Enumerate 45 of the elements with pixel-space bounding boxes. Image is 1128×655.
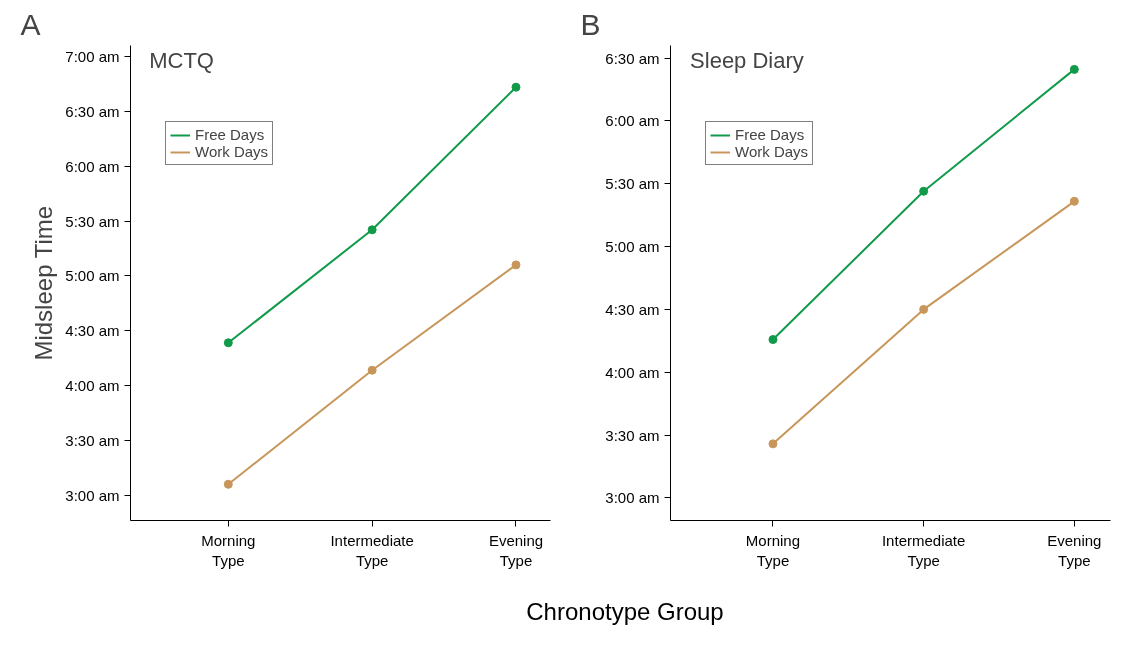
x-tick-label: Intermediate Type	[881, 531, 966, 569]
y-tick-label: 6:30 am	[605, 49, 660, 67]
point	[511, 82, 521, 92]
y-tick-label: 3:30 am	[65, 431, 120, 449]
point	[223, 338, 233, 348]
y-tick-label: 4:00 am	[605, 363, 660, 381]
x-tick-label: Morning Type	[201, 531, 256, 569]
y-tick-label: 5:00 am	[605, 238, 660, 256]
y-tick-label: 4:00 am	[65, 377, 120, 395]
x-tick-label: Intermediate Type	[330, 531, 414, 569]
y-tick-label: 7:00 am	[65, 47, 120, 65]
x-tick-label: Morning Type	[745, 531, 801, 569]
point	[367, 225, 377, 235]
point	[1069, 64, 1079, 74]
y-axis-title: Midsleep Time	[30, 205, 58, 361]
y-tick-label: 3:30 am	[605, 426, 660, 444]
point	[919, 186, 929, 196]
legend-label: Free Days	[735, 126, 805, 143]
y-tick-label: 6:00 am	[65, 157, 120, 175]
chart-title: Sleep Diary	[690, 47, 804, 73]
point	[367, 365, 377, 375]
y-tick-label: 3:00 am	[605, 489, 660, 507]
point	[223, 479, 233, 489]
legend-label: Work Days	[735, 143, 809, 160]
x-axis-title: Chronotype Group	[526, 597, 724, 627]
y-tick-label: 6:00 am	[605, 112, 660, 130]
text: A	[20, 7, 41, 41]
y-tick-label: 5:00 am	[65, 267, 120, 285]
y-tick-label: 4:30 am	[605, 300, 660, 318]
legend-label: Free Days	[195, 126, 265, 143]
y-tick-label: 3:00 am	[65, 486, 120, 504]
point	[919, 304, 929, 314]
x-tick-label: Evening Type	[1047, 531, 1102, 569]
chart-title: MCTQ	[149, 47, 214, 73]
text: B	[580, 7, 601, 41]
y-tick-label: 4:30 am	[65, 322, 120, 340]
y-tick-label: 5:30 am	[65, 212, 120, 230]
legend-label: Work Days	[195, 143, 269, 160]
y-tick-label: 5:30 am	[605, 175, 660, 193]
point	[768, 439, 778, 449]
point	[768, 335, 778, 345]
point	[1069, 196, 1079, 206]
point	[511, 260, 521, 270]
x-tick-label: Evening Type	[488, 531, 544, 569]
y-tick-label: 6:30 am	[65, 102, 120, 120]
